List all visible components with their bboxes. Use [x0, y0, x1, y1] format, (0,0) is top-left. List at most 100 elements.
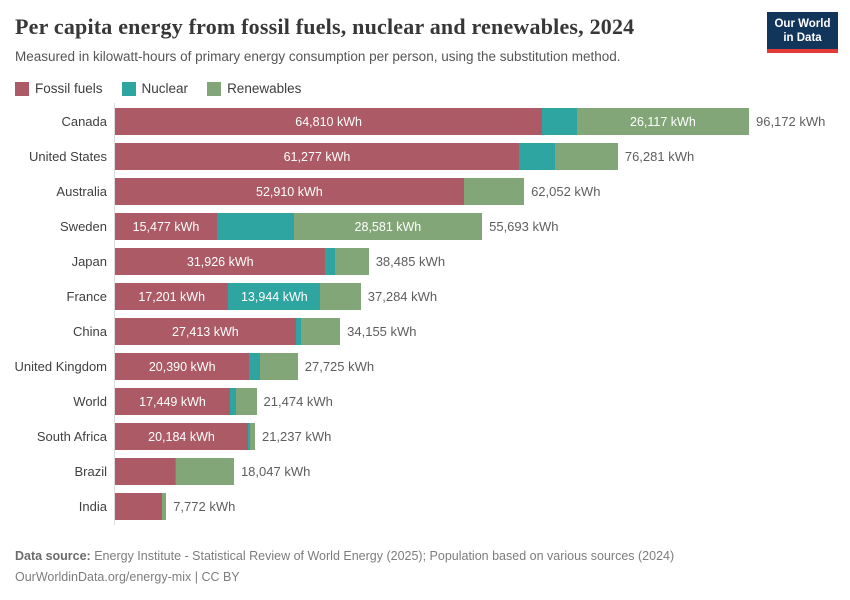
- legend-label: Renewables: [227, 81, 302, 96]
- segment-value-label: 64,810 kWh: [295, 114, 362, 129]
- owid-logo[interactable]: Our World in Data: [767, 12, 838, 53]
- bar-track: 52,910 kWh 62,052 kWh: [115, 178, 850, 205]
- legend-swatch-fossil: [15, 81, 29, 96]
- country-label[interactable]: Sweden: [60, 219, 107, 234]
- bar-segment-renewables[interactable]: [260, 353, 298, 380]
- segment-value-label: 31,926 kWh: [186, 254, 254, 269]
- owid-logo-line2: in Data: [783, 32, 822, 44]
- legend-swatch-nuclear: [121, 81, 136, 96]
- bar-segment-nuclear[interactable]: [230, 388, 236, 415]
- bar-total-label: 38,485 kWh: [375, 254, 446, 269]
- bar-row-canada: Canada 64,810 kWh 26,117 kWh 96,172 kWh: [0, 108, 850, 135]
- bar-total-label: 21,237 kWh: [261, 429, 332, 444]
- y-axis-line: [114, 103, 115, 525]
- legend-item-renewables[interactable]: Renewables: [207, 81, 301, 96]
- bar-track: 17,201 kWh 13,944 kWh 37,284 kWh: [115, 283, 850, 310]
- bar-segment-nuclear[interactable]: [174, 458, 176, 485]
- bar-segment-nuclear[interactable]: [518, 143, 556, 170]
- country-label[interactable]: Japan: [71, 254, 107, 269]
- bar-segment-nuclear[interactable]: 13,944 kWh: [228, 283, 321, 310]
- bar-total-label: 21,474 kWh: [263, 394, 333, 409]
- bar-segment-renewables[interactable]: [463, 178, 525, 205]
- bar-total-label: 76,281 kWh: [624, 149, 695, 164]
- bar-segment-fossil[interactable]: 52,910 kWh: [115, 178, 464, 205]
- bar-segment-fossil[interactable]: 17,449 kWh: [115, 388, 231, 415]
- bar-track: 15,477 kWh 28,581 kWh 55,693 kWh: [115, 213, 850, 240]
- bar-segment-fossil[interactable]: [115, 493, 162, 520]
- footer-source-label: Data source:: [15, 549, 91, 563]
- bar-segment-renewables[interactable]: [235, 388, 257, 415]
- bar-row-france: France 17,201 kWh 13,944 kWh 37,284 kWh: [0, 283, 850, 310]
- page-title: Per capita energy from fossil fuels, nuc…: [15, 14, 635, 39]
- bar-segment-fossil[interactable]: 20,184 kWh: [115, 423, 249, 450]
- bar-track: 61,277 kWh 76,281 kWh: [115, 143, 850, 170]
- country-label[interactable]: United Kingdom: [14, 359, 108, 374]
- bar-row-india: India 7,772 kWh: [0, 493, 850, 520]
- bar-segment-fossil[interactable]: 64,810 kWh: [115, 108, 543, 135]
- country-label[interactable]: China: [73, 324, 107, 339]
- bar-segment-fossil[interactable]: 15,477 kWh: [115, 213, 218, 240]
- legend-item-nuclear[interactable]: Nuclear: [121, 81, 189, 96]
- footer: Data source: Energy Institute - Statisti…: [0, 546, 850, 588]
- bar-segment-fossil[interactable]: 31,926 kWh: [115, 248, 326, 275]
- country-label[interactable]: South Africa: [36, 429, 107, 444]
- bar-segment-nuclear[interactable]: [325, 248, 336, 275]
- owid-logo-line1: Our World: [774, 18, 831, 30]
- bar-row-world: World 17,449 kWh 21,474 kWh: [0, 388, 850, 415]
- bar-track: 7,772 kWh: [115, 493, 850, 520]
- segment-value-label: 17,201 kWh: [138, 289, 206, 304]
- bar-segment-renewables[interactable]: 28,581 kWh: [293, 213, 483, 240]
- bar-segment-nuclear[interactable]: [248, 423, 250, 450]
- bar-segment-fossil[interactable]: 20,390 kWh: [115, 353, 250, 380]
- bar-segment-nuclear[interactable]: [542, 108, 577, 135]
- footer-url-link[interactable]: OurWorldinData.org/energy-mix: [15, 570, 192, 584]
- bar-segment-renewables[interactable]: [335, 248, 369, 275]
- segment-value-label: 27,413 kWh: [172, 324, 239, 339]
- bar-segment-fossil[interactable]: 27,413 kWh: [115, 318, 296, 345]
- bar-track: 27,413 kWh 34,155 kWh: [115, 318, 850, 345]
- bar-segment-nuclear[interactable]: [217, 213, 294, 240]
- bar-row-sweden: Sweden 15,477 kWh 28,581 kWh 55,693 kWh: [0, 213, 850, 240]
- bar-segment-renewables[interactable]: [249, 423, 255, 450]
- bar-segment-renewables[interactable]: 26,117 kWh: [576, 108, 749, 135]
- segment-value-label: 13,944 kWh: [240, 289, 308, 304]
- bar-segment-renewables[interactable]: [162, 493, 167, 520]
- bar-track: 20,390 kWh 27,725 kWh: [115, 353, 850, 380]
- bar-total-label: 37,284 kWh: [367, 289, 438, 304]
- bar-total-label: 7,772 kWh: [173, 499, 236, 514]
- country-label[interactable]: United States: [28, 149, 107, 164]
- bar-track: 17,449 kWh 21,474 kWh: [115, 388, 850, 415]
- footer-license-link[interactable]: CC BY: [201, 570, 240, 584]
- bar-segment-renewables[interactable]: [175, 458, 234, 485]
- segment-value-label: 17,449 kWh: [139, 394, 206, 409]
- footer-separator: |: [191, 570, 202, 584]
- bar-segment-renewables[interactable]: [320, 283, 361, 310]
- bar-segment-renewables[interactable]: [555, 143, 618, 170]
- country-label[interactable]: Brazil: [74, 464, 107, 479]
- segment-value-label: 26,117 kWh: [630, 114, 696, 129]
- country-label[interactable]: World: [73, 394, 107, 409]
- bar-segment-nuclear[interactable]: [295, 318, 301, 345]
- bar-segment-renewables[interactable]: [300, 318, 341, 345]
- bar-track: 20,184 kWh 21,237 kWh: [115, 423, 850, 450]
- country-label[interactable]: France: [66, 289, 107, 304]
- country-label[interactable]: Australia: [56, 184, 107, 199]
- bar-row-united-states: United States 61,277 kWh 76,281 kWh: [0, 143, 850, 170]
- legend-label: Nuclear: [141, 81, 189, 96]
- bar-total-label: 34,155 kWh: [347, 324, 417, 339]
- footer-license-line: OurWorldinData.org/energy-mix | CC BY: [15, 567, 850, 588]
- bar-row-brazil: Brazil 18,047 kWh: [0, 458, 850, 485]
- legend-label: Fossil fuels: [35, 81, 103, 96]
- bar-total-label: 96,172 kWh: [755, 114, 826, 129]
- bar-segment-fossil[interactable]: 17,201 kWh: [115, 283, 229, 310]
- footer-source-line: Data source: Energy Institute - Statisti…: [15, 546, 850, 567]
- bar-segment-nuclear[interactable]: [249, 353, 261, 380]
- bar-track: 31,926 kWh 38,485 kWh: [115, 248, 850, 275]
- bar-total-label: 55,693 kWh: [489, 219, 559, 234]
- bar-segment-fossil[interactable]: [115, 458, 175, 485]
- country-label[interactable]: Canada: [61, 114, 107, 129]
- legend-item-fossil[interactable]: Fossil fuels: [15, 81, 103, 96]
- bar-segment-fossil[interactable]: 61,277 kWh: [115, 143, 519, 170]
- country-label[interactable]: India: [78, 499, 107, 514]
